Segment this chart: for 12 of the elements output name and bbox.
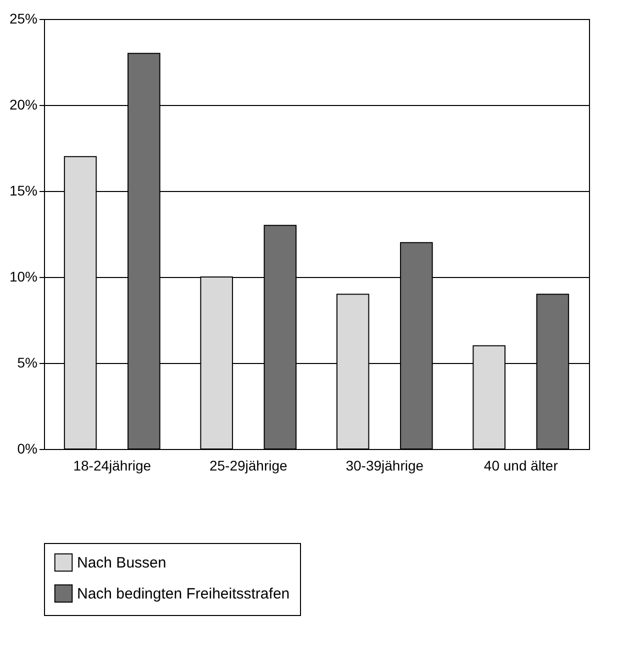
x-tick-label: 40 und älter bbox=[484, 458, 558, 474]
y-tick-label: 10% bbox=[9, 268, 38, 284]
legend-label: Nach bedingten Freiheitsstrafen bbox=[77, 586, 290, 602]
legend-label: Nach Bussen bbox=[77, 554, 166, 572]
y-tick-label: 20% bbox=[9, 96, 38, 112]
x-tick-label: 18-24jährige bbox=[73, 458, 152, 474]
y-tick-label: 15% bbox=[9, 182, 38, 198]
y-tick-label: 5% bbox=[17, 354, 38, 370]
y-tick-label: 25% bbox=[9, 10, 38, 26]
x-tick-label: 25-29jährige bbox=[209, 458, 288, 474]
y-tick-label: 0% bbox=[17, 440, 38, 456]
x-tick-label: 30-39jährige bbox=[346, 458, 424, 474]
